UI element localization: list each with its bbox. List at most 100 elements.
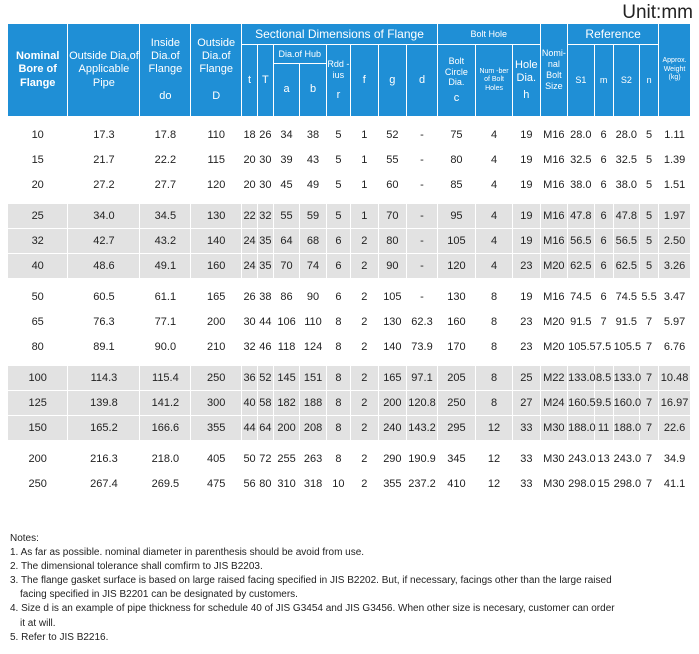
table-cell: 165: [378, 366, 407, 390]
table-cell: 7: [640, 335, 659, 359]
table-cell: 106: [273, 310, 300, 334]
table-cell: 250: [191, 366, 242, 390]
table-cell: 8: [326, 310, 351, 334]
header-hole-dia-symbol: h: [523, 89, 530, 102]
table-cell: 80: [437, 148, 475, 172]
group-spacer-cell: [8, 117, 690, 122]
table-cell: M16: [540, 123, 568, 147]
table-cell: M16: [540, 173, 568, 197]
table-cell: 21.7: [68, 148, 140, 172]
table-cell: 3.47: [659, 285, 690, 309]
table-cell: 35: [257, 229, 273, 253]
header-bolt-circle-symbol: c: [453, 92, 460, 105]
table-cell: 15: [8, 148, 68, 172]
table-cell: 60: [378, 173, 407, 197]
header-num-bolt-holes: Num -ber of Bolt Holes: [476, 45, 513, 116]
flange-dimension-table: Nominal Bore of Flange Outside Dia,of Ap…: [7, 23, 691, 497]
header-outside-dia-flange-symbol: D: [212, 90, 221, 103]
table-cell: 267.4: [68, 472, 140, 496]
table-cell: 90.0: [140, 335, 191, 359]
table-row: 20 27.2 27.7 120 20 30 45 49 5 1 60-85 4 19 M16 38.0 6 3…: [8, 173, 690, 197]
table-cell: 5: [640, 254, 659, 278]
table-row: 65 76.3 77.1 200 30 44 106 110 8 2 130 62.3 160 8 23 M2…: [8, 310, 690, 334]
header-dia-hub: Dia.of Hub: [273, 45, 326, 63]
table-cell: 8: [326, 416, 351, 440]
table-cell: 240: [378, 416, 407, 440]
header-outside-dia-flange: Outside Dia.of Flange D: [191, 24, 242, 116]
table-row: 15 21.7 22.2 115 20 30 39 43 5 1 55-80 4 19 M16 32.5 6 3…: [8, 148, 690, 172]
table-cell: 28.0: [613, 123, 640, 147]
table-cell: 151: [300, 366, 326, 390]
table-cell: 33: [513, 472, 540, 496]
table-cell: M16: [540, 148, 568, 172]
table-cell: 73.9: [407, 335, 437, 359]
table-cell: 475: [191, 472, 242, 496]
table-cell: 110: [191, 123, 242, 147]
table-cell: 33: [513, 447, 540, 471]
header-approx-weight: Approx. Weight (kg): [659, 24, 690, 116]
table-cell: 10.48: [659, 366, 690, 390]
table-cell: 11: [594, 416, 613, 440]
table-cell: 17.3: [68, 123, 140, 147]
table-cell: 45: [273, 173, 300, 197]
table-cell: 124: [300, 335, 326, 359]
table-cell: 410: [437, 472, 475, 496]
table-cell: 32: [242, 335, 257, 359]
table-row: 50 60.5 61.1 165 26 38 86 90 6 2 105-130 8 19 M16 74.5…: [8, 285, 690, 309]
table-cell: 2.50: [659, 229, 690, 253]
table-cell: 1.97: [659, 204, 690, 228]
table-cell: 10: [8, 123, 68, 147]
table-cell: 50: [8, 285, 68, 309]
table-cell: 8: [326, 366, 351, 390]
header-outside-dia-flange-label: Outside Dia.of Flange: [197, 36, 236, 75]
table-cell: 6: [594, 173, 613, 197]
table-cell: 295: [437, 416, 475, 440]
header-radius-symbol: r: [336, 88, 341, 101]
table-cell: 70: [273, 254, 300, 278]
table-cell: 8: [476, 310, 513, 334]
header-bolt-circle-label: Bolt Circle Dia.: [444, 55, 468, 88]
table-cell: 200: [378, 391, 407, 415]
header-f: f: [351, 45, 378, 116]
table-cell: 4: [476, 123, 513, 147]
table-cell: 20: [8, 173, 68, 197]
table-cell: 32: [257, 204, 273, 228]
table-cell: 74: [300, 254, 326, 278]
table-cell: 140: [191, 229, 242, 253]
table-cell: 72: [257, 447, 273, 471]
table-cell: -: [407, 229, 437, 253]
table-cell: 125: [8, 391, 68, 415]
table-cell: 68: [300, 229, 326, 253]
table-cell: 263: [300, 447, 326, 471]
table-cell: 39: [273, 148, 300, 172]
table-cell: 33: [513, 416, 540, 440]
table-cell: 6: [594, 204, 613, 228]
table-cell: 208: [300, 416, 326, 440]
table-cell: 44: [242, 416, 257, 440]
table-cell: 115.4: [140, 366, 191, 390]
table-cell: 8: [476, 391, 513, 415]
table-cell: M16: [540, 204, 568, 228]
table-cell: 26: [257, 123, 273, 147]
table-cell: M20: [540, 254, 568, 278]
table-cell: 145: [273, 366, 300, 390]
table-cell: 15: [594, 472, 613, 496]
table-cell: 32.5: [568, 148, 594, 172]
header-s1: S1: [568, 45, 594, 116]
table-cell: 7: [640, 310, 659, 334]
table-cell: -: [407, 285, 437, 309]
table-cell: 250: [437, 391, 475, 415]
table-cell: 18: [242, 123, 257, 147]
table-cell: 2: [351, 447, 378, 471]
table-cell: 22: [242, 204, 257, 228]
table-cell: 4: [476, 204, 513, 228]
table-cell: 22.2: [140, 148, 191, 172]
table-cell: 405: [191, 447, 242, 471]
table-cell: 2: [351, 285, 378, 309]
table-cell: 7: [640, 447, 659, 471]
unit-label: Unit:mm: [622, 2, 693, 23]
table-cell: 5: [326, 173, 351, 197]
table-cell: 80: [257, 472, 273, 496]
table-cell: M16: [540, 285, 568, 309]
table-cell: -: [407, 173, 437, 197]
